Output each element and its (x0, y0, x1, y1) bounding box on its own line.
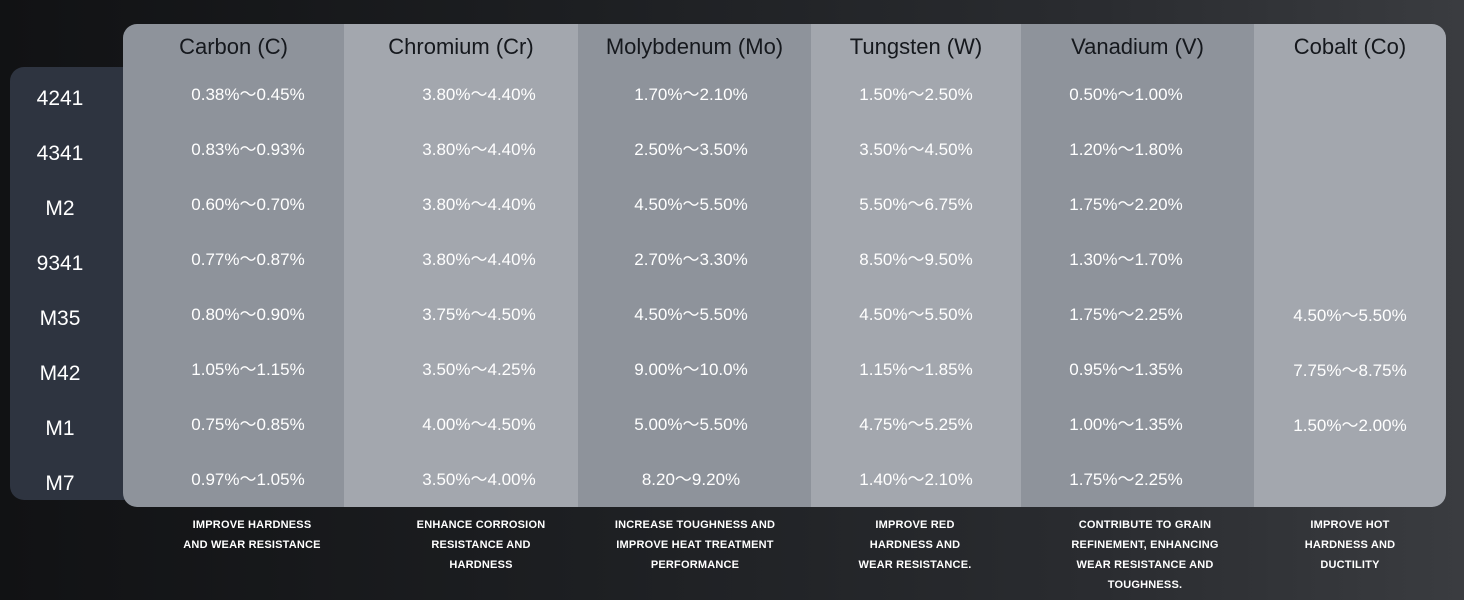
grade-label: M7 (45, 472, 75, 495)
table-cell: 0.60%～0.70% (191, 195, 305, 214)
table-cell: 3.80%～4.40% (422, 250, 536, 269)
table-cell: 4.00%～4.50% (422, 415, 536, 434)
column-note: INCREASE TOUGHNESS AND IMPROVE HEAT TREA… (614, 519, 776, 571)
grade-label: M35 (39, 307, 81, 330)
composition-table: Carbon (C) 0.38%～0.45% 0.83%～0.93% 0.60%～0.… (123, 24, 1446, 507)
grade-label: 9341 (36, 252, 84, 275)
table-cell: 3.80%～4.40% (422, 195, 536, 214)
table-cell: 0.75%～0.85% (191, 415, 305, 434)
table-cell: 3.80%～4.40% (422, 140, 536, 159)
table-cell: 4.50%～5.50% (859, 305, 973, 324)
column-header: Cobalt (Co) (1293, 34, 1407, 59)
table-cell: 0.50%～1.00% (1069, 85, 1183, 104)
table-cell: 4.50%～5.50% (634, 305, 748, 324)
column-header: Chromium (Cr) (388, 34, 534, 59)
table-cell: 3.50%～4.00% (422, 470, 536, 489)
table-cell: 4.50%～5.50% (634, 195, 748, 214)
grade-label: 4341 (36, 142, 84, 165)
table-cell: 1.70%～2.10% (634, 85, 748, 104)
table-cell: 3.75%～4.50% (422, 305, 536, 324)
table-cell: 3.50%～4.25% (422, 360, 536, 379)
table-cell: 4.75%～5.25% (859, 415, 973, 434)
grade-label: M2 (45, 197, 75, 220)
table-cell: 5.50%～6.75% (859, 195, 973, 214)
column-2: Molybdenum (Mo) 1.70%～2.10% 2.50%～3.50% 4.5… (578, 24, 811, 507)
table-cell: 0.97%～1.05% (191, 470, 305, 489)
table-cell: 0.83%～0.93% (191, 140, 305, 159)
table-cell: 0.38%～0.45% (191, 85, 305, 104)
column-1: Chromium (Cr) 3.80%～4.40% 3.80%～4.40% 3.80%… (344, 24, 578, 507)
table-cell: 1.40%～2.10% (859, 470, 973, 489)
table-cell: 1.05%～1.15% (191, 360, 305, 379)
table-cell: 0.80%～0.90% (191, 305, 305, 324)
column-header: Vanadium (V) (1071, 34, 1204, 59)
table-cell: 5.00%～5.50% (634, 415, 748, 434)
table-cell: 8.50%～9.50% (859, 250, 973, 269)
column-4: Vanadium (V) 0.50%～1.00% 1.20%～1.80% 1.75%～… (1021, 24, 1254, 507)
table-cell: 1.50%～2.50% (859, 85, 973, 104)
table-cell: 1.75%～2.20% (1069, 195, 1183, 214)
column-header: Tungsten (W) (849, 34, 983, 59)
grade-label: M1 (45, 417, 75, 440)
column-header: Molybdenum (Mo) (605, 34, 784, 59)
column-0: Carbon (C) 0.38%～0.45% 0.83%～0.93% 0.60%～0.… (123, 24, 344, 507)
table-cell: 1.20%～1.80% (1069, 140, 1183, 159)
column-header: Carbon (C) (179, 34, 288, 59)
column-note: IMPROVE HOT HARDNESS AND DUCTILITY (1304, 519, 1396, 571)
table-cell: 4.50%～5.50% (1293, 306, 1407, 325)
table-cell: 3.50%～4.50% (859, 140, 973, 159)
table-cell: 1.00%～1.35% (1069, 415, 1183, 434)
table-cell: 3.80%～4.40% (422, 85, 536, 104)
table-cell: 2.70%～3.30% (634, 250, 748, 269)
table-cell: 1.30%～1.70% (1069, 250, 1183, 269)
table-cell: 7.75%～8.75% (1293, 361, 1407, 380)
table-cell: 1.75%～2.25% (1069, 470, 1183, 489)
grade-label: 4241 (36, 87, 84, 110)
table-cell: 1.15%～1.85% (859, 360, 973, 379)
table-cell: 2.50%～3.50% (634, 140, 748, 159)
column-note: ENHANCE CORROSION RESISTANCE AND HARDNES… (416, 519, 546, 571)
column-3: Tungsten (W) 1.50%～2.50% 3.50%～4.50% 5.50%～… (811, 24, 1021, 507)
column-note: IMPROVE HARDNESS AND WEAR RESISTANCE (183, 519, 321, 551)
table-cell: 8.20～9.20% (641, 470, 741, 489)
table-cell: 9.00%～10.0% (634, 360, 748, 379)
column-5: Cobalt (Co) 4.50%～5.50% 7.75%～8.75% 1.50%～2… (1254, 24, 1446, 507)
table-cell: 1.75%～2.25% (1069, 305, 1183, 324)
table-cell: 0.77%～0.87% (191, 250, 305, 269)
column-note: CONTRIBUTE TO GRAIN REFINEMENT, ENHANCIN… (1071, 519, 1219, 591)
table-cell: 0.95%～1.35% (1069, 360, 1183, 379)
grade-label: M42 (39, 362, 81, 385)
column-note: IMPROVE RED HARDNESS AND WEAR RESISTANCE… (858, 519, 972, 571)
table-cell: 1.50%～2.00% (1293, 416, 1407, 435)
